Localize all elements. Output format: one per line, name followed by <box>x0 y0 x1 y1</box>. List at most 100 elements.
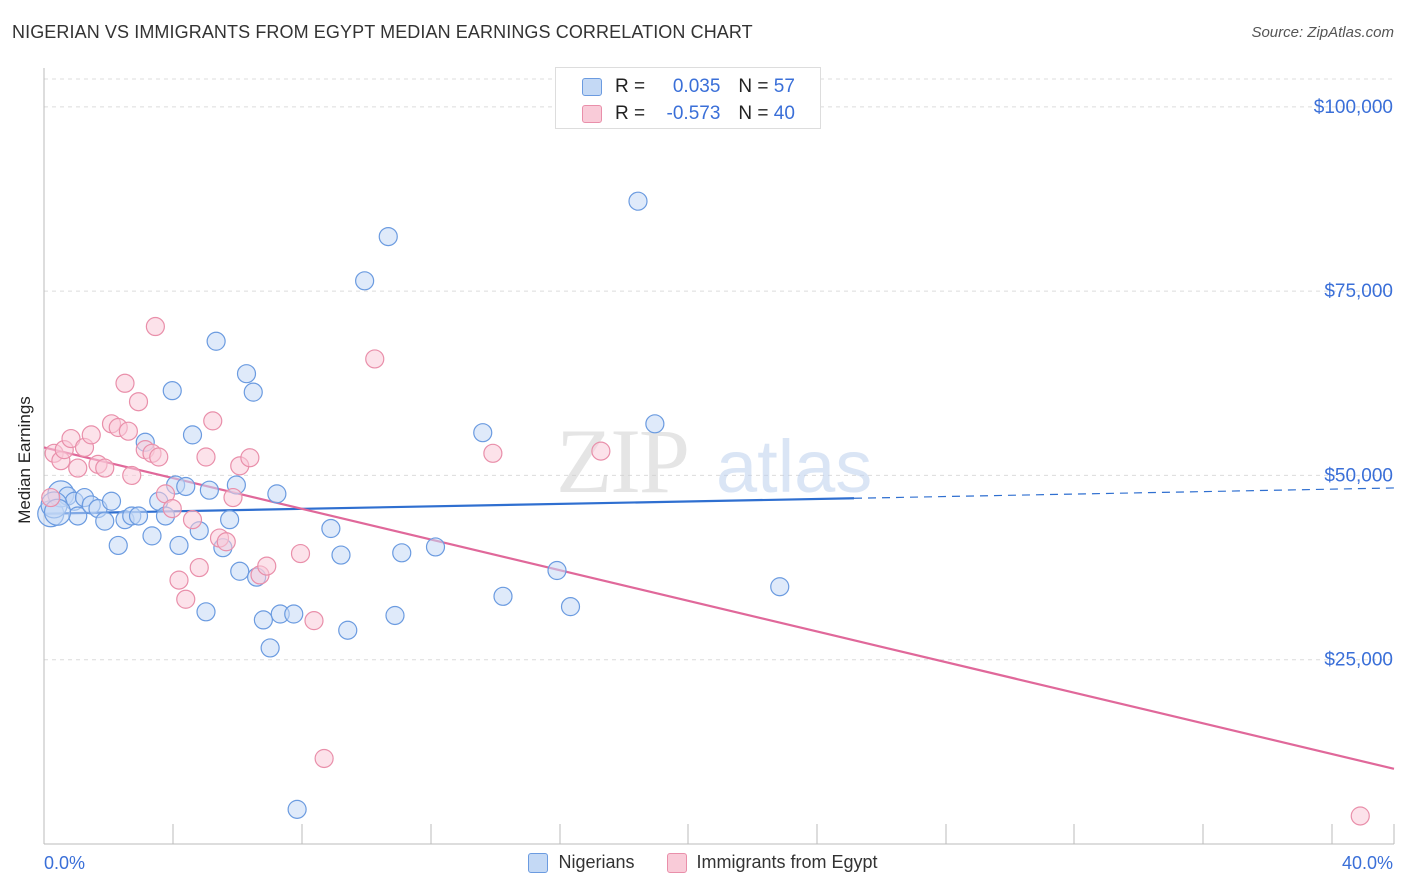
egypt-point <box>145 316 165 337</box>
egypt-point <box>41 487 61 508</box>
nigerians-legend-label: Nigerians <box>558 852 635 872</box>
egypt-trend-line <box>43 446 1395 770</box>
nigerians-point <box>206 331 226 351</box>
egypt-point <box>365 349 385 369</box>
nigerians-point <box>142 526 162 546</box>
nigerians-legend-swatch <box>528 852 549 873</box>
nigerians-r-value: 0.035 <box>672 76 721 97</box>
x-tick-label-min: 0.0% <box>44 853 85 873</box>
nigerians-point <box>230 561 250 581</box>
series-legend: Nigerians Immigrants from Egypt <box>0 852 1406 873</box>
egypt-point <box>68 458 88 478</box>
nigerians-point <box>95 511 115 531</box>
nigerians-swatch <box>582 78 602 96</box>
egypt-point <box>591 441 611 461</box>
nigerians-point <box>243 382 263 402</box>
y-tick-label: $75,000 <box>1324 281 1393 302</box>
egypt-point <box>240 448 260 468</box>
nigerians-point <box>162 381 182 401</box>
egypt-point <box>122 465 142 486</box>
egypt-point <box>128 392 149 412</box>
y-tick-label: $50,000 <box>1324 465 1393 486</box>
nigerians-point <box>287 799 307 819</box>
nigerians-point <box>182 425 203 445</box>
egypt-r-value: -0.573 <box>666 103 721 124</box>
legend-item-egypt[interactable]: Immigrants from Egypt <box>666 852 878 873</box>
nigerians-point <box>331 545 351 565</box>
egypt-point <box>169 570 189 590</box>
nigerians-point <box>473 423 493 443</box>
correlation-legend: R = 0.035 N = 57 R = -0.573 N = 40 <box>555 67 821 129</box>
legend-row-egypt: R = -0.573 N = 40 <box>582 102 795 126</box>
egypt-legend-label: Immigrants from Egypt <box>696 852 878 872</box>
egypt-point <box>223 487 243 508</box>
egypt-point <box>216 532 236 552</box>
nigerians-point <box>321 518 341 539</box>
nigerians-point <box>355 271 375 291</box>
n-label: N = <box>738 76 769 97</box>
nigerians-point <box>220 510 240 530</box>
egypt-swatch <box>582 105 602 123</box>
axes <box>43 68 1395 845</box>
egypt-point <box>483 443 503 463</box>
egypt-point <box>314 748 334 769</box>
nigerians-point <box>260 638 280 658</box>
nigerians-point <box>425 537 446 557</box>
nigerians-point <box>493 586 513 606</box>
r-label: R = <box>615 76 646 97</box>
egypt-point <box>115 373 135 393</box>
x-tick-label-max: 40.0% <box>1342 853 1393 873</box>
egypt-point <box>81 425 101 445</box>
nigerians-point <box>236 364 257 384</box>
egypt-point <box>149 447 169 467</box>
nigerians-point <box>338 620 358 640</box>
egypt-point <box>182 510 203 530</box>
nigerians-point <box>560 597 581 617</box>
nigerians-point <box>628 191 648 211</box>
egypt-point <box>176 589 196 609</box>
nigerians-point <box>645 414 665 434</box>
source-label: Source: ZipAtlas.com <box>1251 24 1394 41</box>
egypt-point <box>203 411 223 431</box>
chart-title: NIGERIAN VS IMMIGRANTS FROM EGYPT MEDIAN… <box>12 22 753 42</box>
tick-labels: $25,000 $50,000 $75,000 $100,000 0.0% 40.0% <box>44 97 1393 873</box>
egypt-point <box>162 499 182 519</box>
nigerians-point <box>176 476 196 497</box>
nigerians-point <box>284 604 304 624</box>
y-tick-label: $100,000 <box>1314 97 1393 118</box>
egypt-point <box>1350 806 1370 826</box>
nigerians-point <box>196 602 216 622</box>
egypt-point <box>290 543 311 564</box>
nigerians-point <box>392 543 412 563</box>
egypt-point <box>95 458 115 478</box>
egypt-legend-swatch <box>666 852 687 873</box>
nigerians-point <box>108 535 128 556</box>
watermark: ZIP atlas <box>556 410 872 512</box>
egypt-point <box>196 447 216 467</box>
points <box>37 191 1370 826</box>
n-label: N = <box>738 103 769 124</box>
nigerians-point <box>547 560 567 581</box>
nigerians-trend-dashed <box>853 487 1395 499</box>
nigerians-point <box>128 506 149 526</box>
nigerians-point <box>101 491 122 511</box>
egypt-point <box>118 421 138 441</box>
nigerians-n-value: 57 <box>773 76 795 97</box>
watermark-zip: ZIP <box>556 410 688 512</box>
legend-item-nigerians[interactable]: Nigerians <box>528 852 635 873</box>
y-tick-label: $25,000 <box>1324 650 1393 671</box>
nigerians-point <box>199 480 219 500</box>
egypt-n-value: 40 <box>773 103 795 124</box>
nigerians-point <box>378 226 398 247</box>
egypt-point <box>189 557 209 578</box>
nigerians-point <box>169 535 189 556</box>
nigerians-point <box>253 610 273 630</box>
nigerians-point <box>385 605 405 626</box>
nigerians-point <box>267 484 287 504</box>
nigerians-point <box>770 577 790 597</box>
egypt-point <box>61 428 81 449</box>
legend-row-nigerians: R = 0.035 N = 57 <box>582 75 795 99</box>
egypt-point <box>257 556 277 576</box>
r-label: R = <box>615 103 646 124</box>
